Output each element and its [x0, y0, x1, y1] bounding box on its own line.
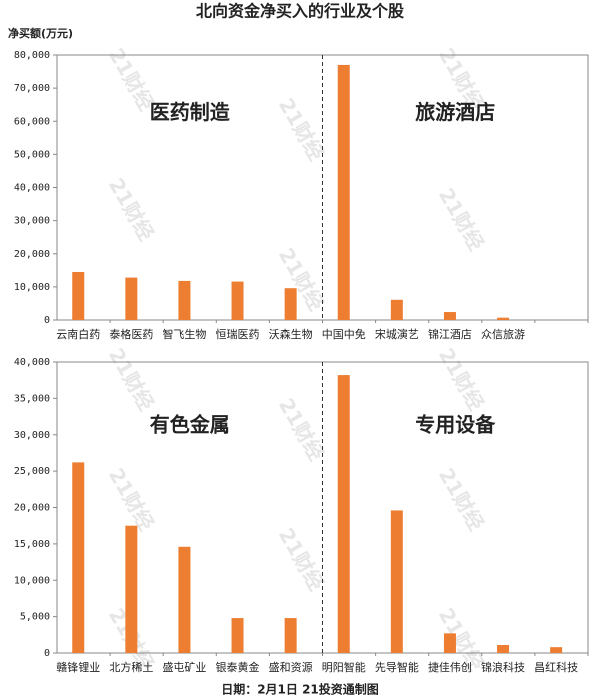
y-tick-label: 20,000 — [14, 249, 50, 260]
bar — [231, 281, 244, 320]
y-tick-label: 10,000 — [14, 282, 50, 293]
y-tick-label: 40,000 — [14, 357, 50, 368]
x-tick-label: 泰格医药 — [109, 327, 153, 341]
watermark: 21财经 — [104, 344, 159, 415]
y-tick-label: 50,000 — [14, 149, 50, 160]
watermark: 21财经 — [434, 464, 489, 535]
bar — [550, 647, 563, 653]
y-tick-label: 80,000 — [14, 50, 50, 61]
x-tick-label: 捷佳伟创 — [428, 660, 472, 674]
y-tick-label: 25,000 — [14, 466, 50, 477]
y-tick-label: 0 — [44, 648, 50, 659]
watermark: 21财经 — [274, 244, 329, 315]
bar — [443, 633, 456, 653]
watermark: 21财经 — [434, 184, 489, 255]
watermark: 21财经 — [104, 174, 159, 245]
watermark: 21财经 — [274, 94, 329, 165]
bar — [337, 375, 350, 653]
x-tick-label: 智飞生物 — [162, 327, 206, 341]
x-tick-label: 锦浪科技 — [481, 660, 525, 674]
x-tick-label: 云南白药 — [56, 327, 100, 341]
bar — [337, 64, 350, 320]
watermark: 21财经 — [274, 394, 329, 465]
y-tick-label: 0 — [44, 315, 50, 326]
bar — [284, 288, 297, 320]
x-tick-label: 北方稀土 — [109, 660, 153, 674]
bar — [497, 644, 510, 653]
y-tick-label: 30,000 — [14, 430, 50, 441]
x-tick-label: 盛和资源 — [269, 660, 313, 674]
x-tick-label: 昌红科技 — [534, 660, 578, 674]
x-tick-label: 锦江酒店 — [428, 327, 472, 341]
x-tick-label: 先导智能 — [375, 660, 419, 674]
group-label: 医药制造 — [150, 100, 231, 124]
group-label: 旅游酒店 — [415, 100, 495, 124]
bar — [497, 317, 510, 320]
x-tick-label: 宋城演艺 — [375, 327, 419, 341]
bar — [72, 271, 85, 320]
bar — [231, 618, 244, 653]
x-tick-label: 银泰黄金 — [216, 660, 260, 674]
y-tick-label: 15,000 — [14, 539, 50, 550]
y-tick-label: 5,000 — [20, 612, 50, 623]
y-tick-label: 60,000 — [14, 116, 50, 127]
x-tick-label: 赣锋锂业 — [56, 660, 100, 674]
x-tick-label: 明阳智能 — [322, 660, 366, 674]
bar — [390, 510, 403, 653]
y-label: 净买额(万元) — [8, 26, 73, 40]
x-tick-label: 盛屯矿业 — [162, 660, 206, 674]
title: 北向资金净买入的行业及个股 — [196, 2, 405, 21]
x-tick-label: 众信旅游 — [481, 327, 525, 341]
watermark: 21财经 — [434, 344, 489, 415]
y-tick-label: 10,000 — [14, 575, 50, 586]
bar — [178, 546, 191, 653]
bar — [443, 312, 456, 320]
bar — [72, 462, 85, 653]
x-tick-label: 恒瑞医药 — [216, 327, 260, 341]
watermark: 21财经 — [104, 464, 159, 535]
bar — [178, 280, 191, 320]
watermark: 21财经 — [274, 524, 329, 595]
x-tick-label: 中国中免 — [322, 327, 366, 341]
y-tick-label: 20,000 — [14, 503, 50, 514]
y-tick-label: 70,000 — [14, 83, 50, 94]
group-label: 专用设备 — [415, 413, 496, 437]
bar — [125, 525, 138, 653]
footer: 日期：2月1日 21投资通制图 — [221, 682, 379, 697]
bar — [284, 618, 297, 653]
y-tick-label: 40,000 — [14, 183, 50, 194]
bar — [390, 299, 403, 320]
y-tick-label: 30,000 — [14, 216, 50, 227]
y-tick-label: 35,000 — [14, 393, 50, 404]
group-label: 有色金属 — [150, 413, 230, 437]
bar — [125, 277, 138, 320]
x-tick-label: 沃森生物 — [269, 327, 313, 341]
